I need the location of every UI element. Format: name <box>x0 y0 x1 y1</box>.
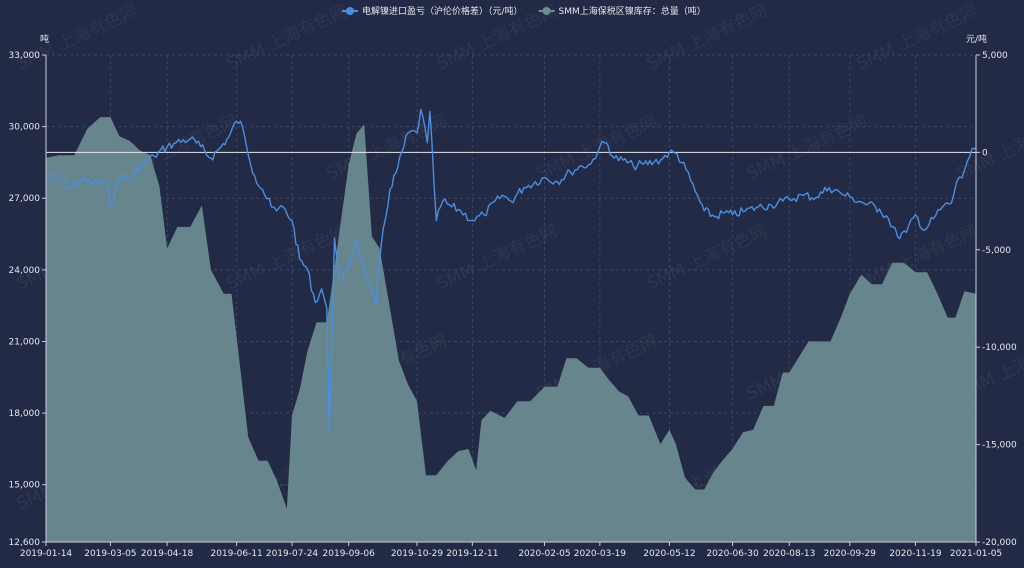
watermark-text: SMM 上海有色网 <box>644 221 771 294</box>
left-tick-label: 30,000 <box>9 123 41 133</box>
x-tick-label: 2019-01-14 <box>20 549 73 559</box>
left-tick-label: 12,600 <box>9 538 41 548</box>
watermark-text: SMM 上海有色网 <box>744 111 871 184</box>
left-axis-ticks: 12,600 15,000 18,000 21,000 24,000 27,000 30,0… <box>9 51 46 548</box>
legend-swatch-dot <box>542 7 551 15</box>
right-axis-unit: 元/吨 <box>966 33 987 45</box>
x-tick-label: 2019-06-11 <box>210 549 262 559</box>
legend-item-inventory[interactable]: SMM上海保税区镍库存：总量（吨） <box>538 5 706 17</box>
watermark-text: SMM 上海有色网 <box>534 111 661 184</box>
left-tick-label: 27,000 <box>9 194 41 204</box>
axes <box>45 55 977 543</box>
left-axis-unit: 吨 <box>40 33 49 45</box>
import-pnl-line <box>45 108 977 434</box>
watermark-text: SMM 上海有色网 <box>324 111 451 184</box>
legend-swatch-dot <box>346 7 354 15</box>
x-tick-label: 2019-04-18 <box>141 549 194 559</box>
right-tick-label: -5,000 <box>982 246 1011 256</box>
x-axis-ticks: 2019-01-14 2019-03-05 2019-04-18 2019-06-11… <box>20 542 1002 559</box>
right-axis-ticks: -20,000 -15,000 -10,000 -5,000 0 5,000 <box>976 51 1017 548</box>
x-tick-label: 2021-01-05 <box>950 549 1002 559</box>
legend-label: 电解镍进口盈亏（沪伦价格差）（元/吨） <box>362 5 523 17</box>
legend-item-import_pnl[interactable]: 电解镍进口盈亏（沪伦价格差）（元/吨） <box>342 5 523 17</box>
x-tick-label: 2020-09-29 <box>824 549 877 559</box>
left-tick-label: 24,000 <box>9 266 41 276</box>
x-tick-label: 2019-09-06 <box>323 549 376 559</box>
x-tick-label: 2020-05-12 <box>643 549 695 559</box>
left-tick-label: 15,000 <box>9 481 41 491</box>
left-tick-label: 18,000 <box>9 409 41 419</box>
x-tick-label: 2019-12-11 <box>446 549 498 559</box>
right-tick-label: 5,000 <box>982 51 1008 61</box>
right-tick-label: -20,000 <box>982 538 1017 548</box>
inventory-area <box>46 117 976 542</box>
x-tick-label: 2019-03-05 <box>84 549 136 559</box>
x-tick-label: 2020-06-30 <box>706 549 759 559</box>
legend-label: SMM上海保税区镍库存：总量（吨） <box>559 5 706 17</box>
legend[interactable]: 电解镍进口盈亏（沪伦价格差）（元/吨） SMM上海保税区镍库存：总量（吨） <box>342 5 706 17</box>
right-tick-label: 0 <box>982 148 988 158</box>
right-tick-label: -15,000 <box>982 441 1017 451</box>
watermark-text: SMM 上海有色网 <box>854 1 981 74</box>
left-tick-label: 33,000 <box>9 51 41 61</box>
watermark-text: SMM 上海有色网 <box>14 1 141 74</box>
right-tick-label: -10,000 <box>982 343 1017 353</box>
watermark-text: SMM 上海有色网 <box>954 111 1024 184</box>
x-tick-label: 2020-11-19 <box>889 549 942 559</box>
watermark-text: SMM 上海有色网 <box>224 221 351 294</box>
watermark-text: SMM 上海有色网 <box>434 221 561 294</box>
watermark-text: SMM 上海有色网 <box>224 1 351 74</box>
x-tick-label: 2020-02-05 <box>518 549 570 559</box>
x-tick-label: 2020-08-13 <box>763 549 815 559</box>
x-tick-label: 2019-10-29 <box>391 549 444 559</box>
left-tick-label: 21,000 <box>9 337 41 347</box>
x-tick-label: 2020-03-19 <box>574 549 627 559</box>
x-tick-label: 2019-07-24 <box>266 549 319 559</box>
